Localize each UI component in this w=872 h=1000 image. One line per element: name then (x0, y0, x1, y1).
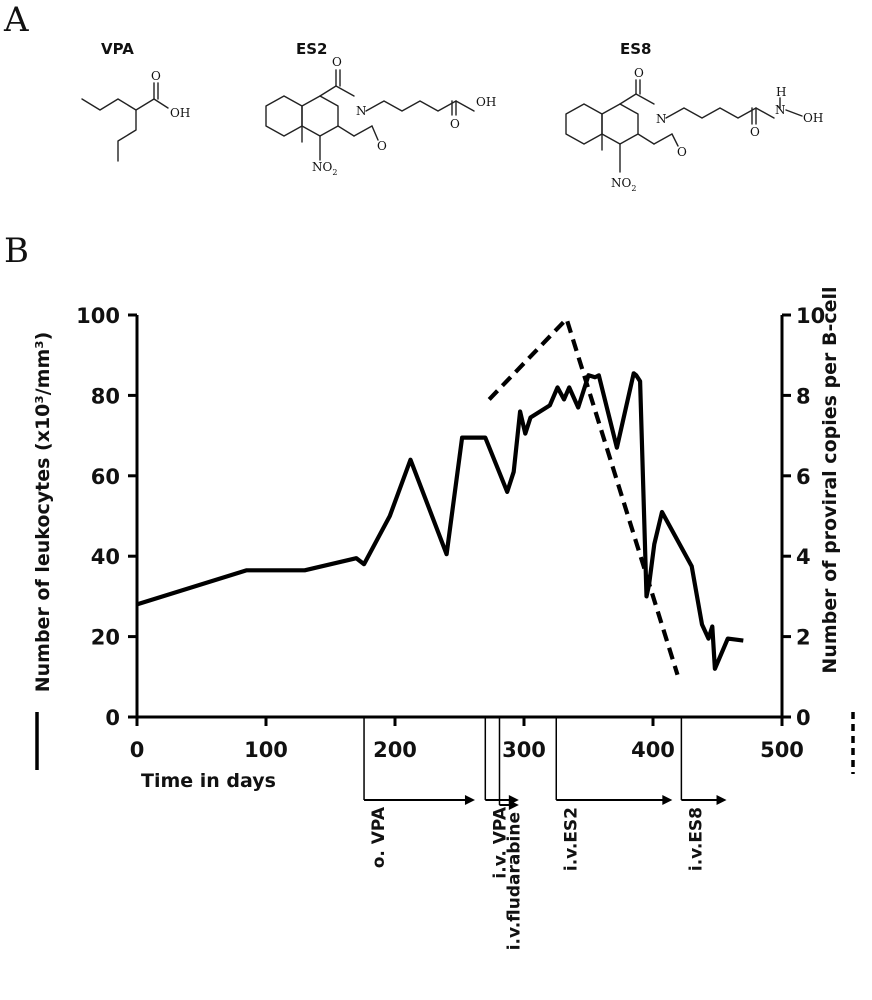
series-layer (136, 316, 744, 676)
es8-title: ES8 (620, 40, 652, 58)
molecule-vpa: VPA O OH (81, 40, 190, 162)
y-left-tick-label: 60 (91, 465, 120, 489)
x-axis-title: Time in days (141, 770, 276, 792)
y-ticks-left: 0 20 40 60 80 100 (76, 304, 137, 730)
es2-hydroxyl: OH (476, 95, 496, 109)
es8-structure: O N O O H N OH NO2 (565, 66, 823, 193)
treatment-4: i.v.ES8 (680, 717, 727, 871)
chart: Time in days Number of leukocytes (x10³/… (32, 286, 855, 950)
vpa-oxygen: O (151, 69, 161, 83)
es8-oxygen-bottom: O (677, 145, 687, 159)
es2-structure: O N O O OH NO2 (265, 55, 496, 177)
treatment-label: i.v.fludarabine (504, 812, 524, 950)
treatment-label: i.v. VPA (490, 806, 510, 878)
y-right-tick-label: 2 (796, 626, 811, 650)
es8-amide-oxygen: O (750, 125, 760, 139)
leukocyte-line (136, 371, 744, 671)
y-axis-right-title: Number of proviral copies per B-cell (819, 286, 841, 673)
y-right-tick-label: 10 (796, 304, 825, 328)
y-axis-left-title: Number of leukocytes (x10³/mm³) (32, 332, 54, 693)
y-right-tick-label: 4 (796, 545, 811, 569)
vpa-structure: O OH (81, 69, 190, 162)
es2-oxygen-top: O (332, 55, 342, 69)
arrowhead-icon (508, 800, 519, 810)
y-left-tick-label: 40 (91, 545, 120, 569)
es8-hydrogen: H (776, 85, 786, 99)
y-left-tick-label: 0 (105, 706, 120, 730)
es8-nitro: NO2 (611, 176, 636, 193)
y-ticks-right: 0 2 4 6 8 10 (782, 304, 825, 730)
treatment-2: i.v.fludarabine (498, 717, 524, 950)
es2-nitrogen: N (356, 104, 367, 118)
x-ticks: 0 100 200 300 400 500 (130, 717, 804, 762)
molecule-es8: ES8 O N O O H N OH NO2 (565, 40, 823, 193)
y-left-tick-label: 20 (91, 626, 120, 650)
proviral-copies-line (487, 316, 680, 676)
vpa-hydroxyl: OH (170, 106, 190, 120)
vpa-title: VPA (101, 40, 134, 58)
y-right-tick-label: 8 (796, 384, 811, 408)
arrowhead-icon (662, 795, 673, 805)
y-right-tick-label: 0 (796, 706, 811, 730)
y-right-tick-label: 6 (796, 465, 811, 489)
x-tick-label: 500 (760, 738, 804, 762)
es2-title: ES2 (296, 40, 328, 58)
es8-oxygen-top: O (634, 66, 644, 80)
treatment-3: i.v.ES2 (555, 717, 673, 871)
es8-hydroxamic-n: N (775, 103, 786, 117)
treatment-0: o. VPA (363, 717, 475, 868)
x-tick-label: 200 (373, 738, 417, 762)
es8-hydroxamic-oh: OH (803, 111, 823, 125)
treatment-label: i.v.ES2 (561, 807, 581, 871)
x-tick-label: 100 (244, 738, 288, 762)
y-left-tick-label: 100 (76, 304, 120, 328)
es2-acid-oxygen: O (450, 117, 460, 131)
panel-a-letter: A (3, 0, 29, 40)
panel-b-letter: B (4, 231, 29, 271)
x-tick-label: 0 (130, 738, 145, 762)
es8-nitrogen: N (656, 112, 667, 126)
arrowhead-icon (464, 795, 475, 805)
x-tick-label: 300 (502, 738, 546, 762)
molecule-es2: ES2 O N O O OH NO2 (265, 40, 496, 177)
es2-nitro: NO2 (312, 160, 337, 177)
es2-oxygen-bottom: O (377, 139, 387, 153)
x-tick-label: 400 (631, 738, 675, 762)
y-left-tick-label: 80 (91, 384, 120, 408)
arrowhead-icon (716, 795, 727, 805)
treatment-label: o. VPA (369, 806, 389, 868)
treatment-label: i.v.ES8 (686, 807, 706, 871)
